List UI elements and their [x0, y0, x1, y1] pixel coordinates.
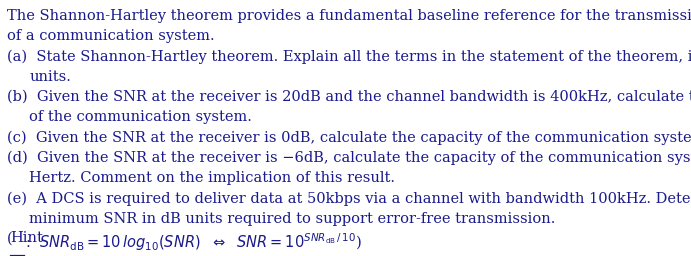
Text: (e)  A DCS is required to deliver data at 50kbps via a channel with bandwidth 10: (e) A DCS is required to deliver data at… — [6, 191, 691, 206]
Text: of a communication system.: of a communication system. — [6, 29, 214, 43]
Text: :  $\mathit{SNR}_{\mathrm{dB}} = 10\,\mathit{log}_{10}(\mathit{SNR})$  $\Leftrig: : $\mathit{SNR}_{\mathrm{dB}} = 10\,\mat… — [26, 231, 362, 253]
Text: units.: units. — [29, 70, 71, 83]
Text: (a)  State Shannon-Hartley theorem. Explain all the terms in the statement of th: (a) State Shannon-Hartley theorem. Expla… — [6, 49, 691, 63]
Text: (d)  Given the SNR at the receiver is −6dB, calculate the capacity of the commun: (d) Given the SNR at the receiver is −6d… — [6, 151, 691, 165]
Text: (: ( — [6, 231, 12, 245]
Text: The Shannon-Hartley theorem provides a fundamental baseline reference for the tr: The Shannon-Hartley theorem provides a f… — [6, 8, 691, 23]
Text: (c)  Given the SNR at the receiver is 0dB, calculate the capacity of the communi: (c) Given the SNR at the receiver is 0dB… — [6, 131, 691, 145]
Text: Hertz. Comment on the implication of this result.: Hertz. Comment on the implication of thi… — [29, 171, 395, 185]
Text: (b)  Given the SNR at the receiver is 20dB and the channel bandwidth is 400kHz, : (b) Given the SNR at the receiver is 20d… — [6, 90, 691, 104]
Text: minimum SNR in dB units required to support error-free transmission.: minimum SNR in dB units required to supp… — [29, 212, 556, 226]
Text: Hint: Hint — [10, 231, 44, 245]
Text: of the communication system.: of the communication system. — [29, 110, 252, 124]
